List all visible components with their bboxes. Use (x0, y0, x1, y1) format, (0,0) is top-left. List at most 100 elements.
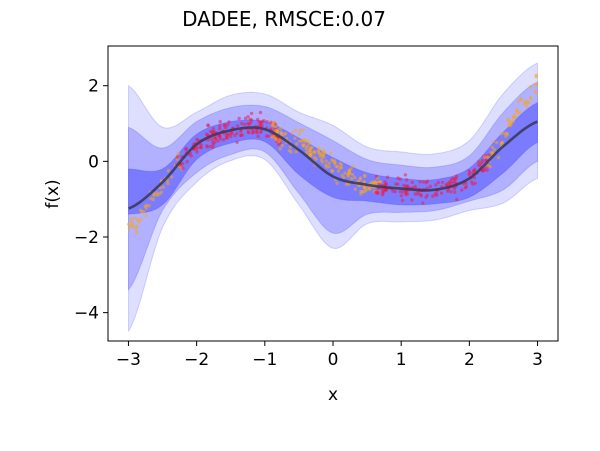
ood-point (490, 145, 495, 149)
ood-point (351, 164, 355, 168)
in-domain-point (210, 137, 214, 142)
y-axis-label: f(x) (43, 179, 63, 208)
ood-point (149, 197, 153, 201)
in-domain-point (476, 163, 481, 167)
in-domain-point (439, 191, 444, 195)
ood-point (346, 174, 350, 178)
ood-point (169, 175, 174, 179)
ood-point (518, 110, 522, 115)
ood-point (328, 151, 333, 155)
in-domain-point (246, 115, 250, 119)
in-domain-point (480, 169, 485, 173)
ood-point (511, 119, 516, 124)
in-domain-point (452, 186, 456, 191)
ood-point (166, 181, 170, 186)
in-domain-point (444, 183, 448, 187)
in-domain-point (436, 180, 441, 185)
in-domain-point (199, 145, 203, 150)
ood-point (308, 149, 312, 153)
ood-point (534, 73, 538, 77)
ood-point (533, 89, 537, 93)
in-domain-point (258, 110, 263, 115)
ood-point (519, 97, 524, 102)
in-domain-point (421, 180, 425, 184)
ood-point (492, 148, 496, 152)
in-domain-point (205, 145, 210, 149)
in-domain-point (473, 181, 477, 185)
in-domain-point (425, 179, 430, 183)
in-domain-point (218, 119, 222, 124)
in-domain-point (195, 147, 199, 151)
in-domain-point (195, 137, 199, 142)
in-domain-point (266, 134, 271, 138)
ood-point (482, 155, 487, 159)
in-domain-point (449, 190, 453, 194)
in-domain-point (404, 184, 408, 188)
mean-prediction (127, 120, 539, 210)
ood-point (525, 101, 529, 105)
ood-point (316, 150, 321, 154)
in-domain-point (181, 166, 185, 171)
ood-point (343, 171, 347, 175)
in-domain-point (175, 155, 180, 159)
in-domain-point (208, 144, 213, 149)
in-domain-point (383, 180, 387, 184)
in-domain-point (189, 154, 193, 158)
ood-point (127, 226, 132, 231)
ood-point (502, 131, 507, 136)
ood-point (515, 108, 519, 112)
x-tick-label: 1 (396, 350, 407, 370)
ood-point (270, 135, 274, 139)
ood-point (273, 124, 277, 129)
ood-point (358, 178, 362, 182)
in-domain-point (256, 117, 260, 122)
in-domain-point (381, 189, 385, 193)
y-tick-label: −4 (74, 304, 99, 324)
ood-point (306, 139, 310, 143)
ood-point (327, 161, 331, 165)
in-domain-point (410, 198, 414, 202)
ood-point (516, 99, 521, 104)
ood-point (270, 123, 274, 128)
in-domain-point (480, 158, 485, 163)
ood-point (152, 192, 156, 196)
ood-point (499, 142, 503, 147)
ood-point (334, 164, 338, 168)
in-domain-point (468, 171, 472, 175)
in-domain-point (460, 188, 464, 192)
ood-point (314, 157, 318, 161)
ood-point (279, 130, 283, 135)
ood-point (486, 164, 490, 168)
ood-point (363, 174, 367, 179)
in-domain-point (464, 184, 468, 189)
in-domain-point (277, 142, 281, 147)
in-domain-point (243, 116, 248, 121)
in-domain-point (237, 116, 241, 121)
ood-point (282, 133, 286, 137)
in-domain-point (421, 201, 425, 205)
mean-line (127, 120, 539, 210)
in-domain-point (380, 193, 385, 197)
ood-point (511, 115, 515, 120)
in-domain-point (211, 140, 215, 145)
ood-point (362, 186, 366, 190)
ood-point (287, 148, 292, 153)
in-domain-point (374, 190, 378, 194)
in-domain-point (428, 184, 433, 189)
x-tick-label: 3 (532, 350, 543, 370)
in-domain-point (217, 126, 222, 131)
ood-point (505, 132, 509, 137)
x-tick-label: 2 (464, 350, 475, 370)
ood-point (321, 155, 326, 159)
in-domain-point (485, 168, 489, 172)
in-domain-point (451, 180, 456, 185)
ood-point (485, 155, 490, 159)
in-domain-point (385, 175, 390, 179)
ood-point (319, 152, 323, 156)
in-domain-point (239, 133, 243, 138)
in-domain-point (210, 131, 214, 135)
y-tick-label: 0 (88, 152, 99, 172)
ood-point (294, 142, 299, 146)
in-domain-point (243, 122, 247, 127)
in-domain-point (222, 124, 227, 128)
